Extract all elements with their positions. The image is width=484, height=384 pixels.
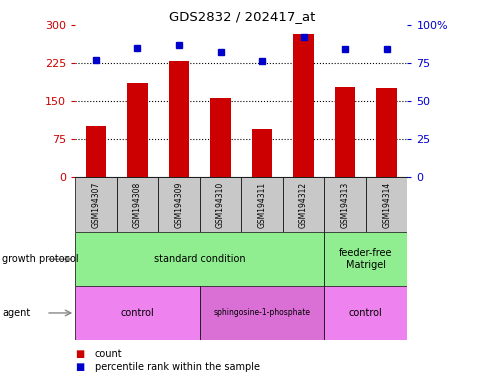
Bar [334,87,355,177]
Bar [158,177,199,232]
Bar [199,286,324,340]
Text: GSM194309: GSM194309 [174,181,183,228]
Text: standard condition: standard condition [153,254,245,264]
Bar [365,177,407,232]
Text: GSM194313: GSM194313 [340,181,349,228]
Bar [199,177,241,232]
Text: growth protocol: growth protocol [2,254,79,264]
Text: feeder-free
Matrigel: feeder-free Matrigel [338,248,392,270]
Text: GSM194307: GSM194307 [91,181,100,228]
Bar [282,177,324,232]
Text: agent: agent [2,308,30,318]
Bar [75,177,117,232]
Bar [127,83,148,177]
Text: GSM194308: GSM194308 [133,181,142,228]
Text: GSM194311: GSM194311 [257,181,266,228]
Bar [75,232,324,286]
Bar [251,129,272,177]
Text: GSM194310: GSM194310 [215,181,225,228]
Text: GSM194312: GSM194312 [299,181,307,228]
Text: percentile rank within the sample: percentile rank within the sample [94,362,259,372]
Bar [324,232,407,286]
Text: GSM194314: GSM194314 [381,181,390,228]
Bar [324,177,365,232]
Text: control: control [348,308,382,318]
Text: sphingosine-1-phosphate: sphingosine-1-phosphate [213,308,310,318]
Bar [241,177,282,232]
Text: count: count [94,349,122,359]
Bar [376,88,396,177]
Text: ■: ■ [75,349,84,359]
Bar [117,177,158,232]
Bar [75,286,199,340]
Text: ■: ■ [75,362,84,372]
Bar [210,98,230,177]
Bar [168,61,189,177]
Bar [85,126,106,177]
Text: GDS2832 / 202417_at: GDS2832 / 202417_at [169,10,315,23]
Bar [293,33,313,177]
Text: control: control [121,308,154,318]
Bar [324,286,407,340]
